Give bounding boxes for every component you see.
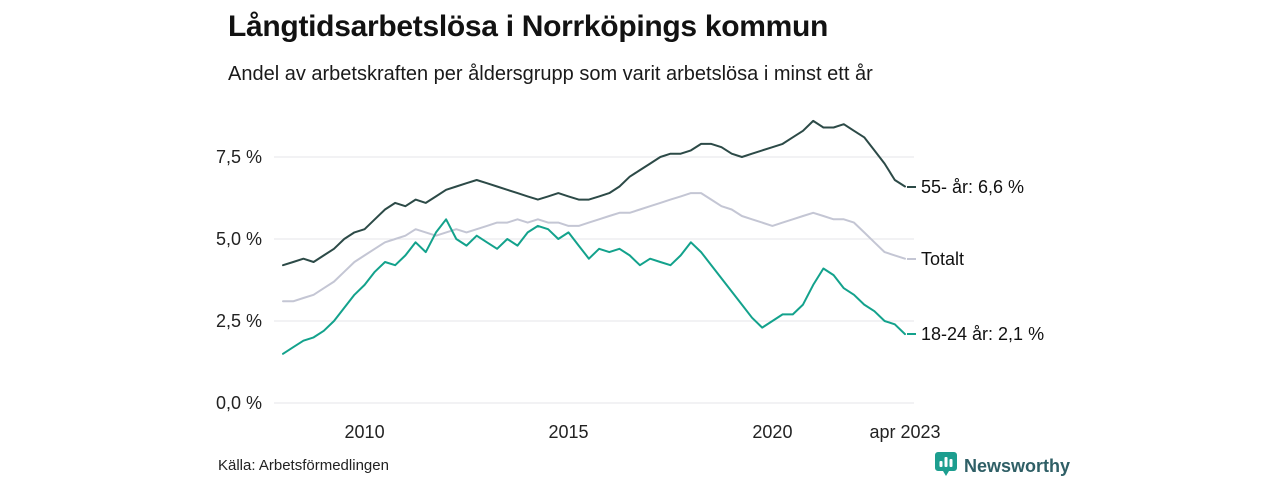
series-end-label-text: 18-24 år: 2,1 % [921,324,1045,345]
newsworthy-logo-text: Newsworthy [964,456,1071,476]
series-end-label-text: 55- år: 6,6 % [921,176,1025,197]
x-axis-tick-label: 2015 [548,422,589,442]
x-axis-tick-label: apr 2023 [869,422,941,442]
series-end-label-total: Totalt [907,248,964,270]
x-axis-tick-label: 2010 [344,422,385,442]
line-chart-canvas [274,119,914,404]
y-axis-tick-label: 0,0 % [215,393,262,413]
newsworthy-pin-bar-chart-icon [935,452,957,480]
page-title: Långtidsarbetslösa i Norrköpings kommun [228,10,829,43]
series-label-tick [907,257,916,260]
series-end-label-18-24: 18-24 år: 2,1 % [907,323,1044,345]
line-chart: 7,5 % 5,0 % 2,5 % 0,0 % 2010 2015 2020 a… [216,105,1070,450]
page-subtitle: Andel av arbetskraften per åldersgrupp s… [228,63,873,85]
y-axis-tick-label: 2,5 % [215,311,262,331]
source-text: Källa: Arbetsförmedlingen [218,457,389,474]
series-label-tick [907,333,916,336]
x-axis-tick-label: 2020 [752,422,793,442]
newsworthy-logo: Newsworthy [935,452,1070,480]
series-end-label-55plus: 55- år: 6,6 % [907,176,1024,198]
y-axis-tick-label: 7,5 % [215,147,262,167]
series-end-label-text: Totalt [921,248,965,269]
series-label-tick [907,185,916,188]
y-axis-tick-label: 5,0 % [215,229,262,249]
